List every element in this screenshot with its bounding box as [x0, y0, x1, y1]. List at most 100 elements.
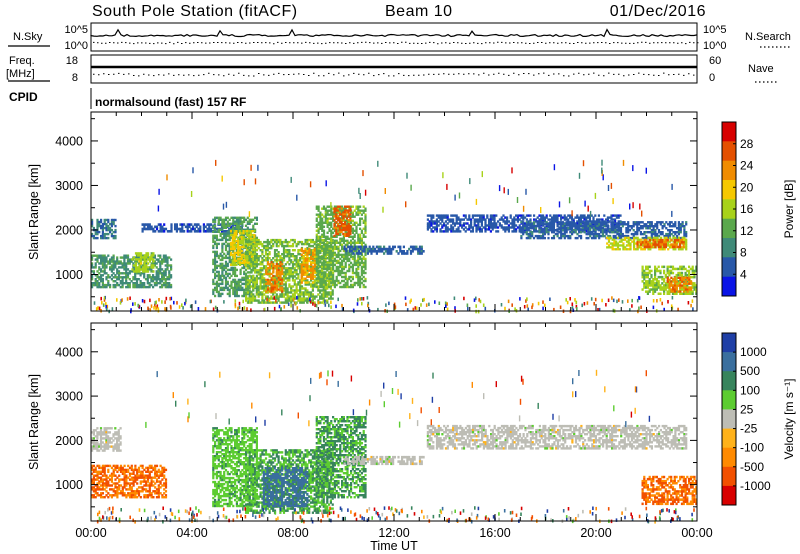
data-cell-12	[441, 214, 444, 217]
data-cell-6	[250, 246, 253, 250]
data-cell-13	[527, 234, 530, 238]
data-cell-13	[560, 229, 563, 232]
data-cell-4	[228, 238, 231, 242]
data-cell-1	[109, 266, 112, 269]
data-cell-9	[330, 217, 333, 220]
data-cell-9	[337, 247, 340, 251]
data-cell-1	[103, 285, 106, 289]
data-cell-6	[250, 285, 253, 288]
data-cell-4	[235, 226, 238, 229]
data-cell-13	[685, 232, 688, 236]
data-cell-11	[370, 250, 373, 253]
data-cell-6	[279, 301, 282, 304]
data-cell-6	[261, 259, 264, 262]
data-cell-12	[479, 216, 482, 219]
data-cell-1	[152, 276, 155, 279]
data-cell-4	[224, 276, 228, 280]
data-cell-9	[353, 241, 356, 244]
cpid-panel: CPID normalsound (fast) 157 RF	[9, 88, 246, 109]
data-cell-12	[475, 214, 478, 217]
data-cell-7	[277, 272, 280, 276]
data-cell-6	[279, 255, 282, 258]
data-cell-6	[319, 271, 322, 274]
data-cell-9	[348, 257, 351, 261]
data-cell-4	[214, 276, 217, 280]
data-cell-12	[599, 218, 602, 221]
data-cell-6	[270, 267, 273, 270]
data-cell-0	[105, 218, 108, 222]
data-cell-12	[554, 218, 557, 221]
data-cell-3	[210, 230, 213, 233]
data-cell-9	[337, 251, 340, 255]
data-cell-6	[261, 299, 264, 302]
data-cell-10	[338, 219, 341, 222]
data-cell-14	[613, 248, 616, 251]
data-cell-7	[270, 286, 273, 289]
data-cell-6	[329, 271, 332, 274]
data-cell-6	[319, 297, 322, 300]
data-cell-13	[630, 225, 633, 228]
data-cell-6	[254, 295, 257, 298]
data-cell-1	[159, 282, 162, 285]
data-cell-9	[326, 251, 329, 255]
data-cell-0	[107, 224, 110, 228]
data-cell-9	[315, 237, 318, 240]
data-cell-12	[543, 218, 546, 221]
data-cell-12	[556, 220, 559, 223]
data-cell-12	[522, 218, 525, 221]
data-cell-1	[125, 280, 128, 283]
data-cell-9	[342, 267, 345, 271]
data-cell-4	[223, 232, 226, 235]
data-cell-4	[241, 228, 244, 231]
data-cell-4	[219, 258, 222, 262]
data-cell-1	[135, 285, 139, 289]
data-cell-4	[244, 274, 248, 278]
data-cell-9	[342, 237, 345, 240]
data-cell-12	[450, 228, 453, 231]
data-cell-1	[164, 270, 167, 273]
data-cell-12	[488, 218, 491, 221]
data-cell-3	[141, 230, 144, 233]
data-cell-8	[300, 277, 303, 280]
data-cell-13	[612, 236, 615, 240]
data-cell-5	[233, 232, 236, 235]
data-cell-12	[477, 220, 480, 223]
data-cell-4	[217, 218, 220, 221]
data-cell-9	[324, 219, 327, 222]
data-cell-13	[589, 232, 592, 236]
data-cell-6	[246, 246, 249, 250]
data-cell-6	[297, 240, 300, 244]
data-cell-0	[91, 224, 94, 228]
data-cell-4	[252, 228, 255, 231]
data-cell-14	[627, 240, 630, 243]
data-cell-14	[620, 244, 623, 247]
data-cell-1	[91, 274, 94, 277]
data-cell-6	[254, 257, 257, 260]
data-cell-13	[545, 221, 548, 224]
data-cell-4	[212, 238, 215, 242]
data-cell-1	[98, 282, 101, 285]
data-cell-7	[279, 265, 282, 268]
data-cell-0	[110, 228, 113, 232]
data-cell-11	[368, 250, 371, 253]
data-cell-13	[598, 229, 601, 232]
data-cell-13	[542, 232, 545, 236]
data-cell-6	[286, 249, 289, 252]
data-cell-0	[107, 220, 110, 224]
data-cell-13	[619, 223, 623, 226]
data-cell-7	[279, 288, 282, 291]
data-cell-14	[661, 246, 664, 249]
data-cell-6	[282, 277, 286, 280]
data-cell-4	[217, 270, 220, 274]
data-cell-4	[235, 282, 238, 286]
data-cell-4	[230, 228, 233, 231]
data-cell-12	[439, 216, 442, 219]
data-cell-10	[342, 225, 345, 228]
data-cell-3	[190, 227, 193, 231]
data-cell-11	[381, 247, 384, 251]
data-cell-1	[107, 280, 110, 283]
data-cell-13	[538, 231, 541, 234]
data-cell-0	[114, 218, 117, 222]
data-cell-5	[251, 230, 254, 233]
data-cell-6	[295, 277, 298, 280]
